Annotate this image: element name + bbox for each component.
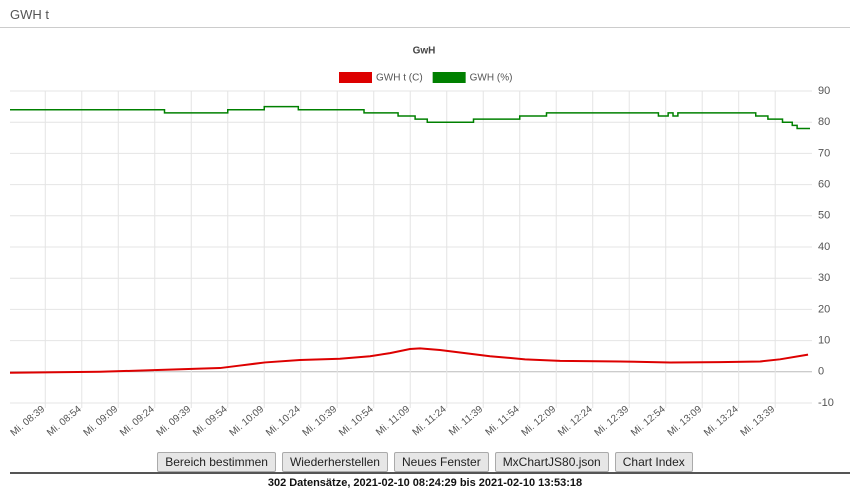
legend-label: GWH (%) [470, 73, 513, 84]
x-tick-label: Mi. 12:39 [593, 404, 632, 439]
x-tick-label: Mi. 08:39 [9, 404, 48, 439]
legend-swatch [432, 72, 466, 83]
y-tick-label: 60 [818, 179, 830, 191]
series-line [10, 105, 810, 130]
x-tick-label: Mi. 09:39 [155, 404, 194, 439]
y-tick-label: 20 [818, 303, 830, 315]
x-tick-label: Mi. 09:24 [118, 404, 157, 439]
y-tick-label: 70 [818, 147, 830, 159]
y-tick-label: 0 [818, 366, 824, 378]
x-tick-label: Mi. 08:54 [45, 404, 84, 439]
x-tick-label: Mi. 13:39 [739, 404, 778, 439]
x-tick-label: Mi. 12:24 [556, 404, 595, 439]
x-tick-label: Mi. 12:54 [629, 404, 668, 439]
legend-swatch [339, 72, 372, 83]
button-bar: Bereich bestimmen Wiederherstellen Neues F… [0, 452, 850, 472]
button[interactable]: Chart Index [614, 452, 693, 472]
footer: 302 Datensätze, 2021-02-10 08:24:29 bis … [267, 477, 583, 489]
button[interactable]: Neues Fenster [393, 452, 489, 472]
x-tick-label: Mi. 13:09 [666, 404, 705, 439]
x-tick-label: Mi. 10:54 [337, 404, 376, 439]
x-tick-label: Mi. 10:09 [228, 404, 267, 439]
legend-label: GWH t (C) [376, 73, 423, 84]
y-tick-label: 50 [818, 210, 830, 222]
divider [10, 472, 850, 474]
x-tick-label: Mi. 13:24 [702, 404, 741, 439]
x-tick-label: Mi. 11:09 [374, 404, 412, 439]
x-tick-label: Mi. 11:54 [484, 404, 522, 439]
x-tick-label: Mi. 09:09 [82, 404, 121, 439]
chart-title: GwH [413, 46, 436, 57]
series-line [9, 347, 809, 374]
y-tick-label: -10 [818, 397, 834, 409]
y-tick-label: 30 [818, 272, 830, 284]
y-tick-label: 90 [818, 85, 830, 97]
button[interactable]: MxChartJS80.json [494, 452, 609, 472]
x-tick-label: Mi. 11:39 [447, 404, 485, 439]
x-tick-label: Mi. 09:54 [191, 404, 230, 439]
x-tick-label: Mi. 10:39 [301, 404, 340, 439]
x-tick-label: Mi. 10:24 [264, 404, 303, 439]
button[interactable]: Wiederherstellen [281, 452, 388, 472]
y-tick-label: 40 [818, 241, 830, 253]
button[interactable]: Bereich bestimmen [157, 452, 276, 472]
x-tick-label: Mi. 12:09 [520, 404, 559, 439]
header: GWH t [0, 0, 850, 28]
y-tick-label: 10 [818, 335, 830, 347]
x-tick-label: Mi. 11:24 [411, 404, 449, 439]
y-tick-label: 80 [818, 116, 830, 128]
